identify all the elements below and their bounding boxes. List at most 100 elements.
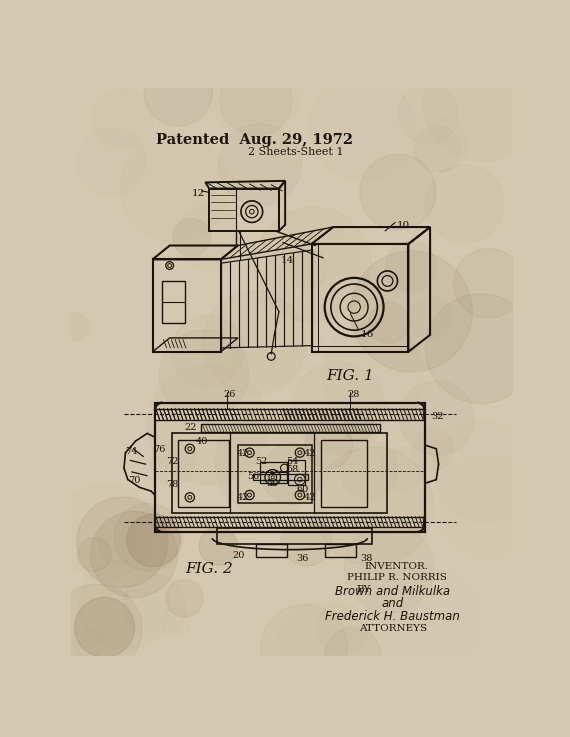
Bar <box>217 528 372 543</box>
Circle shape <box>220 63 292 136</box>
Circle shape <box>409 297 451 338</box>
Bar <box>162 281 185 324</box>
Circle shape <box>60 312 89 341</box>
Text: 16: 16 <box>360 330 373 339</box>
Bar <box>155 402 425 532</box>
Circle shape <box>255 207 371 322</box>
Text: 14: 14 <box>280 256 294 265</box>
Circle shape <box>399 381 474 455</box>
Circle shape <box>199 527 238 565</box>
Text: 42: 42 <box>304 494 316 503</box>
Text: 50: 50 <box>267 479 279 488</box>
Circle shape <box>261 443 323 505</box>
Circle shape <box>351 251 473 372</box>
Text: 70: 70 <box>128 476 140 485</box>
Circle shape <box>412 429 454 471</box>
Circle shape <box>454 248 523 318</box>
Text: FIG. 2: FIG. 2 <box>185 562 233 576</box>
Bar <box>172 433 388 513</box>
Circle shape <box>360 154 436 230</box>
Circle shape <box>340 441 398 499</box>
Circle shape <box>159 330 249 419</box>
Text: 76: 76 <box>153 445 166 454</box>
Text: INVENTOR.: INVENTOR. <box>365 562 429 571</box>
Bar <box>311 244 408 352</box>
Circle shape <box>98 520 141 563</box>
Circle shape <box>385 241 436 292</box>
Circle shape <box>114 503 182 571</box>
Circle shape <box>344 412 373 441</box>
Circle shape <box>423 43 542 161</box>
Text: 38: 38 <box>360 553 373 562</box>
Circle shape <box>281 515 332 566</box>
Bar <box>325 543 356 557</box>
Text: 58: 58 <box>286 465 298 474</box>
Circle shape <box>162 608 190 636</box>
Circle shape <box>324 628 381 683</box>
Text: BY: BY <box>356 585 371 594</box>
Circle shape <box>276 602 368 694</box>
Text: 72: 72 <box>166 456 179 466</box>
Circle shape <box>218 124 302 206</box>
Bar <box>288 461 306 485</box>
Circle shape <box>172 315 244 387</box>
Text: and: and <box>382 598 404 610</box>
Text: Brown and Milkulka: Brown and Milkulka <box>335 585 450 598</box>
Bar <box>201 425 380 432</box>
Text: 42: 42 <box>237 449 249 458</box>
Bar <box>283 409 360 419</box>
Bar <box>259 462 287 483</box>
Circle shape <box>425 294 536 404</box>
Text: FIG. 1: FIG. 1 <box>327 369 374 383</box>
Text: 28: 28 <box>347 391 360 399</box>
Text: 54: 54 <box>286 456 298 466</box>
Bar <box>321 439 367 506</box>
Circle shape <box>381 447 425 490</box>
Text: 26: 26 <box>223 391 235 399</box>
Circle shape <box>57 483 153 579</box>
Text: 60: 60 <box>297 485 309 494</box>
Text: 2 Sheets-Sheet 1: 2 Sheets-Sheet 1 <box>249 147 344 157</box>
Circle shape <box>120 135 228 242</box>
Circle shape <box>127 514 180 567</box>
Bar <box>153 259 221 352</box>
Text: 22: 22 <box>185 423 197 433</box>
Text: 42: 42 <box>304 449 316 458</box>
Circle shape <box>78 538 111 571</box>
Circle shape <box>77 128 146 196</box>
Circle shape <box>73 627 104 657</box>
Text: 78: 78 <box>166 480 179 489</box>
Bar <box>178 439 229 506</box>
Text: PHILIP R. NORRIS: PHILIP R. NORRIS <box>347 573 447 581</box>
Text: 36: 36 <box>296 553 308 562</box>
Text: 52: 52 <box>255 457 267 467</box>
Circle shape <box>123 575 186 638</box>
Circle shape <box>314 447 433 566</box>
Circle shape <box>92 88 153 148</box>
Text: Frederick H. Baustman: Frederick H. Baustman <box>325 609 461 623</box>
Circle shape <box>305 421 353 469</box>
Bar <box>156 409 237 419</box>
Circle shape <box>75 598 135 657</box>
Circle shape <box>292 362 385 454</box>
Circle shape <box>148 365 268 485</box>
Circle shape <box>51 584 142 674</box>
Circle shape <box>425 165 504 243</box>
Circle shape <box>317 603 368 654</box>
Circle shape <box>321 322 424 425</box>
Circle shape <box>166 580 203 617</box>
Text: 10: 10 <box>397 221 410 230</box>
Bar <box>256 543 287 557</box>
Circle shape <box>414 126 461 172</box>
Text: 74: 74 <box>125 447 138 456</box>
Text: 32: 32 <box>431 412 443 421</box>
Text: 42: 42 <box>237 494 249 503</box>
Circle shape <box>368 302 410 343</box>
Text: 12: 12 <box>192 189 205 198</box>
Text: 20: 20 <box>233 551 245 560</box>
Circle shape <box>91 511 177 598</box>
Circle shape <box>310 75 415 180</box>
Circle shape <box>172 218 210 256</box>
Bar <box>254 474 308 481</box>
Text: 40: 40 <box>196 437 207 446</box>
